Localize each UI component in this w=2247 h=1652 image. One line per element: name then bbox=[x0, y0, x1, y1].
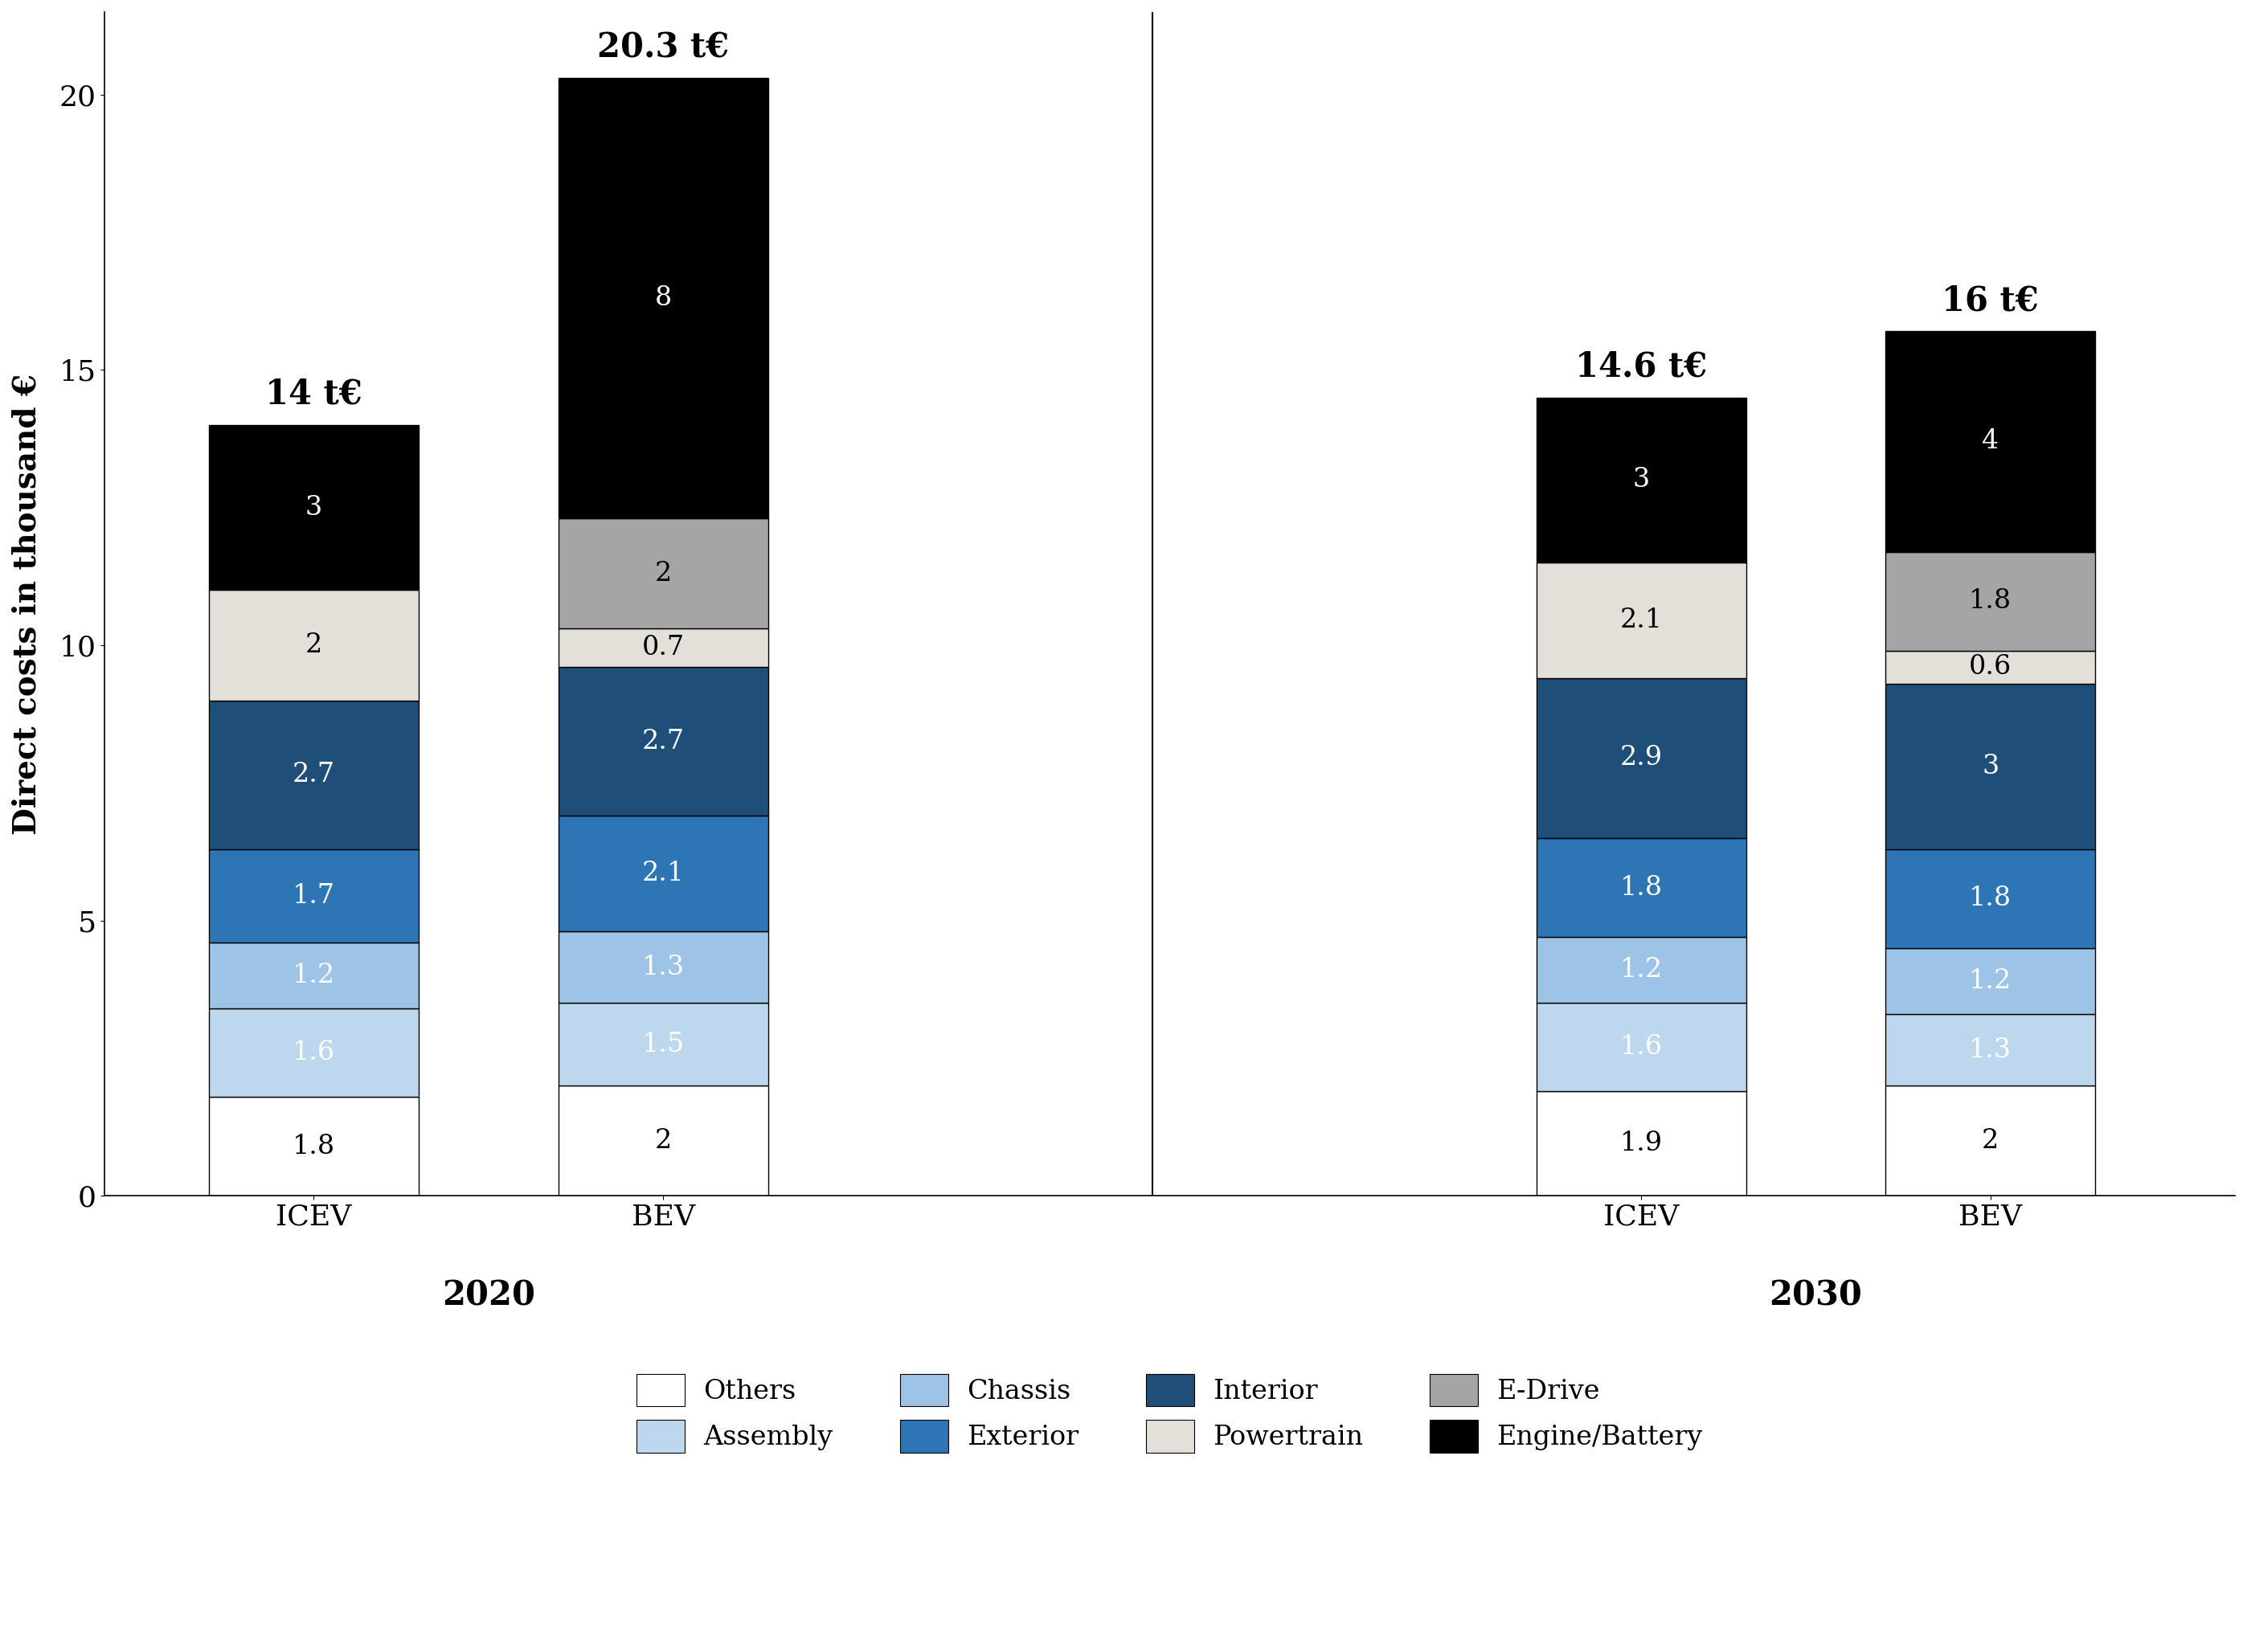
Text: 1.6: 1.6 bbox=[292, 1039, 335, 1066]
Text: 2.9: 2.9 bbox=[1620, 745, 1663, 771]
Text: 1.2: 1.2 bbox=[1968, 968, 2011, 995]
Bar bbox=[209, 1097, 418, 1196]
Bar bbox=[209, 943, 418, 1009]
Text: 2: 2 bbox=[306, 633, 321, 657]
Text: 2.7: 2.7 bbox=[292, 762, 335, 788]
Text: 2: 2 bbox=[654, 1128, 672, 1153]
Text: 2: 2 bbox=[1982, 1128, 2000, 1153]
Text: 3: 3 bbox=[1982, 753, 2000, 780]
Text: 14.6 t€: 14.6 t€ bbox=[1575, 350, 1708, 383]
Bar bbox=[1537, 563, 1746, 679]
Bar bbox=[557, 932, 768, 1003]
Bar bbox=[557, 1085, 768, 1196]
Text: 3: 3 bbox=[306, 494, 321, 520]
Text: 14 t€: 14 t€ bbox=[265, 378, 362, 411]
Bar bbox=[557, 629, 768, 667]
Bar bbox=[1537, 937, 1746, 1003]
Bar bbox=[1885, 552, 2094, 651]
Bar bbox=[557, 519, 768, 629]
Text: 1.2: 1.2 bbox=[1620, 957, 1663, 983]
Bar bbox=[1537, 679, 1746, 838]
Bar bbox=[209, 425, 418, 590]
Bar bbox=[209, 700, 418, 849]
Bar bbox=[1885, 651, 2094, 684]
Bar bbox=[557, 667, 768, 816]
Text: 3: 3 bbox=[1634, 468, 1649, 492]
Text: 0.6: 0.6 bbox=[1968, 654, 2011, 681]
Text: 1.8: 1.8 bbox=[1968, 885, 2011, 912]
Bar bbox=[1885, 1085, 2094, 1196]
Text: 2.7: 2.7 bbox=[643, 729, 685, 755]
Text: 1.8: 1.8 bbox=[1968, 588, 2011, 615]
Bar bbox=[209, 590, 418, 700]
Text: 1.3: 1.3 bbox=[643, 955, 685, 980]
Text: 2020: 2020 bbox=[443, 1279, 535, 1312]
Bar bbox=[1885, 948, 2094, 1014]
Text: 1.7: 1.7 bbox=[292, 882, 335, 909]
Bar bbox=[1885, 332, 2094, 552]
Text: 2: 2 bbox=[654, 560, 672, 586]
Bar bbox=[557, 1003, 768, 1085]
Legend: Others, Assembly, Chassis, Exterior, Interior, Powertrain, E-Drive, Engine/Batte: Others, Assembly, Chassis, Exterior, Int… bbox=[625, 1363, 1714, 1464]
Text: 2030: 2030 bbox=[1768, 1279, 1863, 1312]
Bar bbox=[1537, 398, 1746, 563]
Y-axis label: Direct costs in thousand €: Direct costs in thousand € bbox=[11, 373, 43, 834]
Bar bbox=[1537, 1092, 1746, 1196]
Text: 1.9: 1.9 bbox=[1620, 1130, 1663, 1156]
Bar bbox=[557, 816, 768, 932]
Text: 1.2: 1.2 bbox=[292, 963, 335, 988]
Bar bbox=[1885, 1014, 2094, 1085]
Text: 1.3: 1.3 bbox=[1968, 1037, 2011, 1062]
Bar bbox=[209, 1009, 418, 1097]
Text: 4: 4 bbox=[1982, 428, 2000, 454]
Text: 1.6: 1.6 bbox=[1620, 1034, 1663, 1061]
Bar bbox=[557, 78, 768, 519]
Text: 20.3 t€: 20.3 t€ bbox=[598, 31, 728, 64]
Text: 1.5: 1.5 bbox=[643, 1031, 685, 1057]
Bar bbox=[1537, 838, 1746, 937]
Text: 2.1: 2.1 bbox=[1620, 608, 1663, 633]
Text: 16 t€: 16 t€ bbox=[1941, 284, 2038, 317]
Bar bbox=[1885, 849, 2094, 948]
Bar bbox=[209, 849, 418, 943]
Text: 0.7: 0.7 bbox=[643, 634, 685, 661]
Text: 2.1: 2.1 bbox=[643, 861, 685, 887]
Text: 1.8: 1.8 bbox=[292, 1133, 335, 1160]
Bar bbox=[1885, 684, 2094, 849]
Text: 1.8: 1.8 bbox=[1620, 874, 1663, 900]
Text: 8: 8 bbox=[654, 286, 672, 311]
Bar bbox=[1537, 1003, 1746, 1092]
